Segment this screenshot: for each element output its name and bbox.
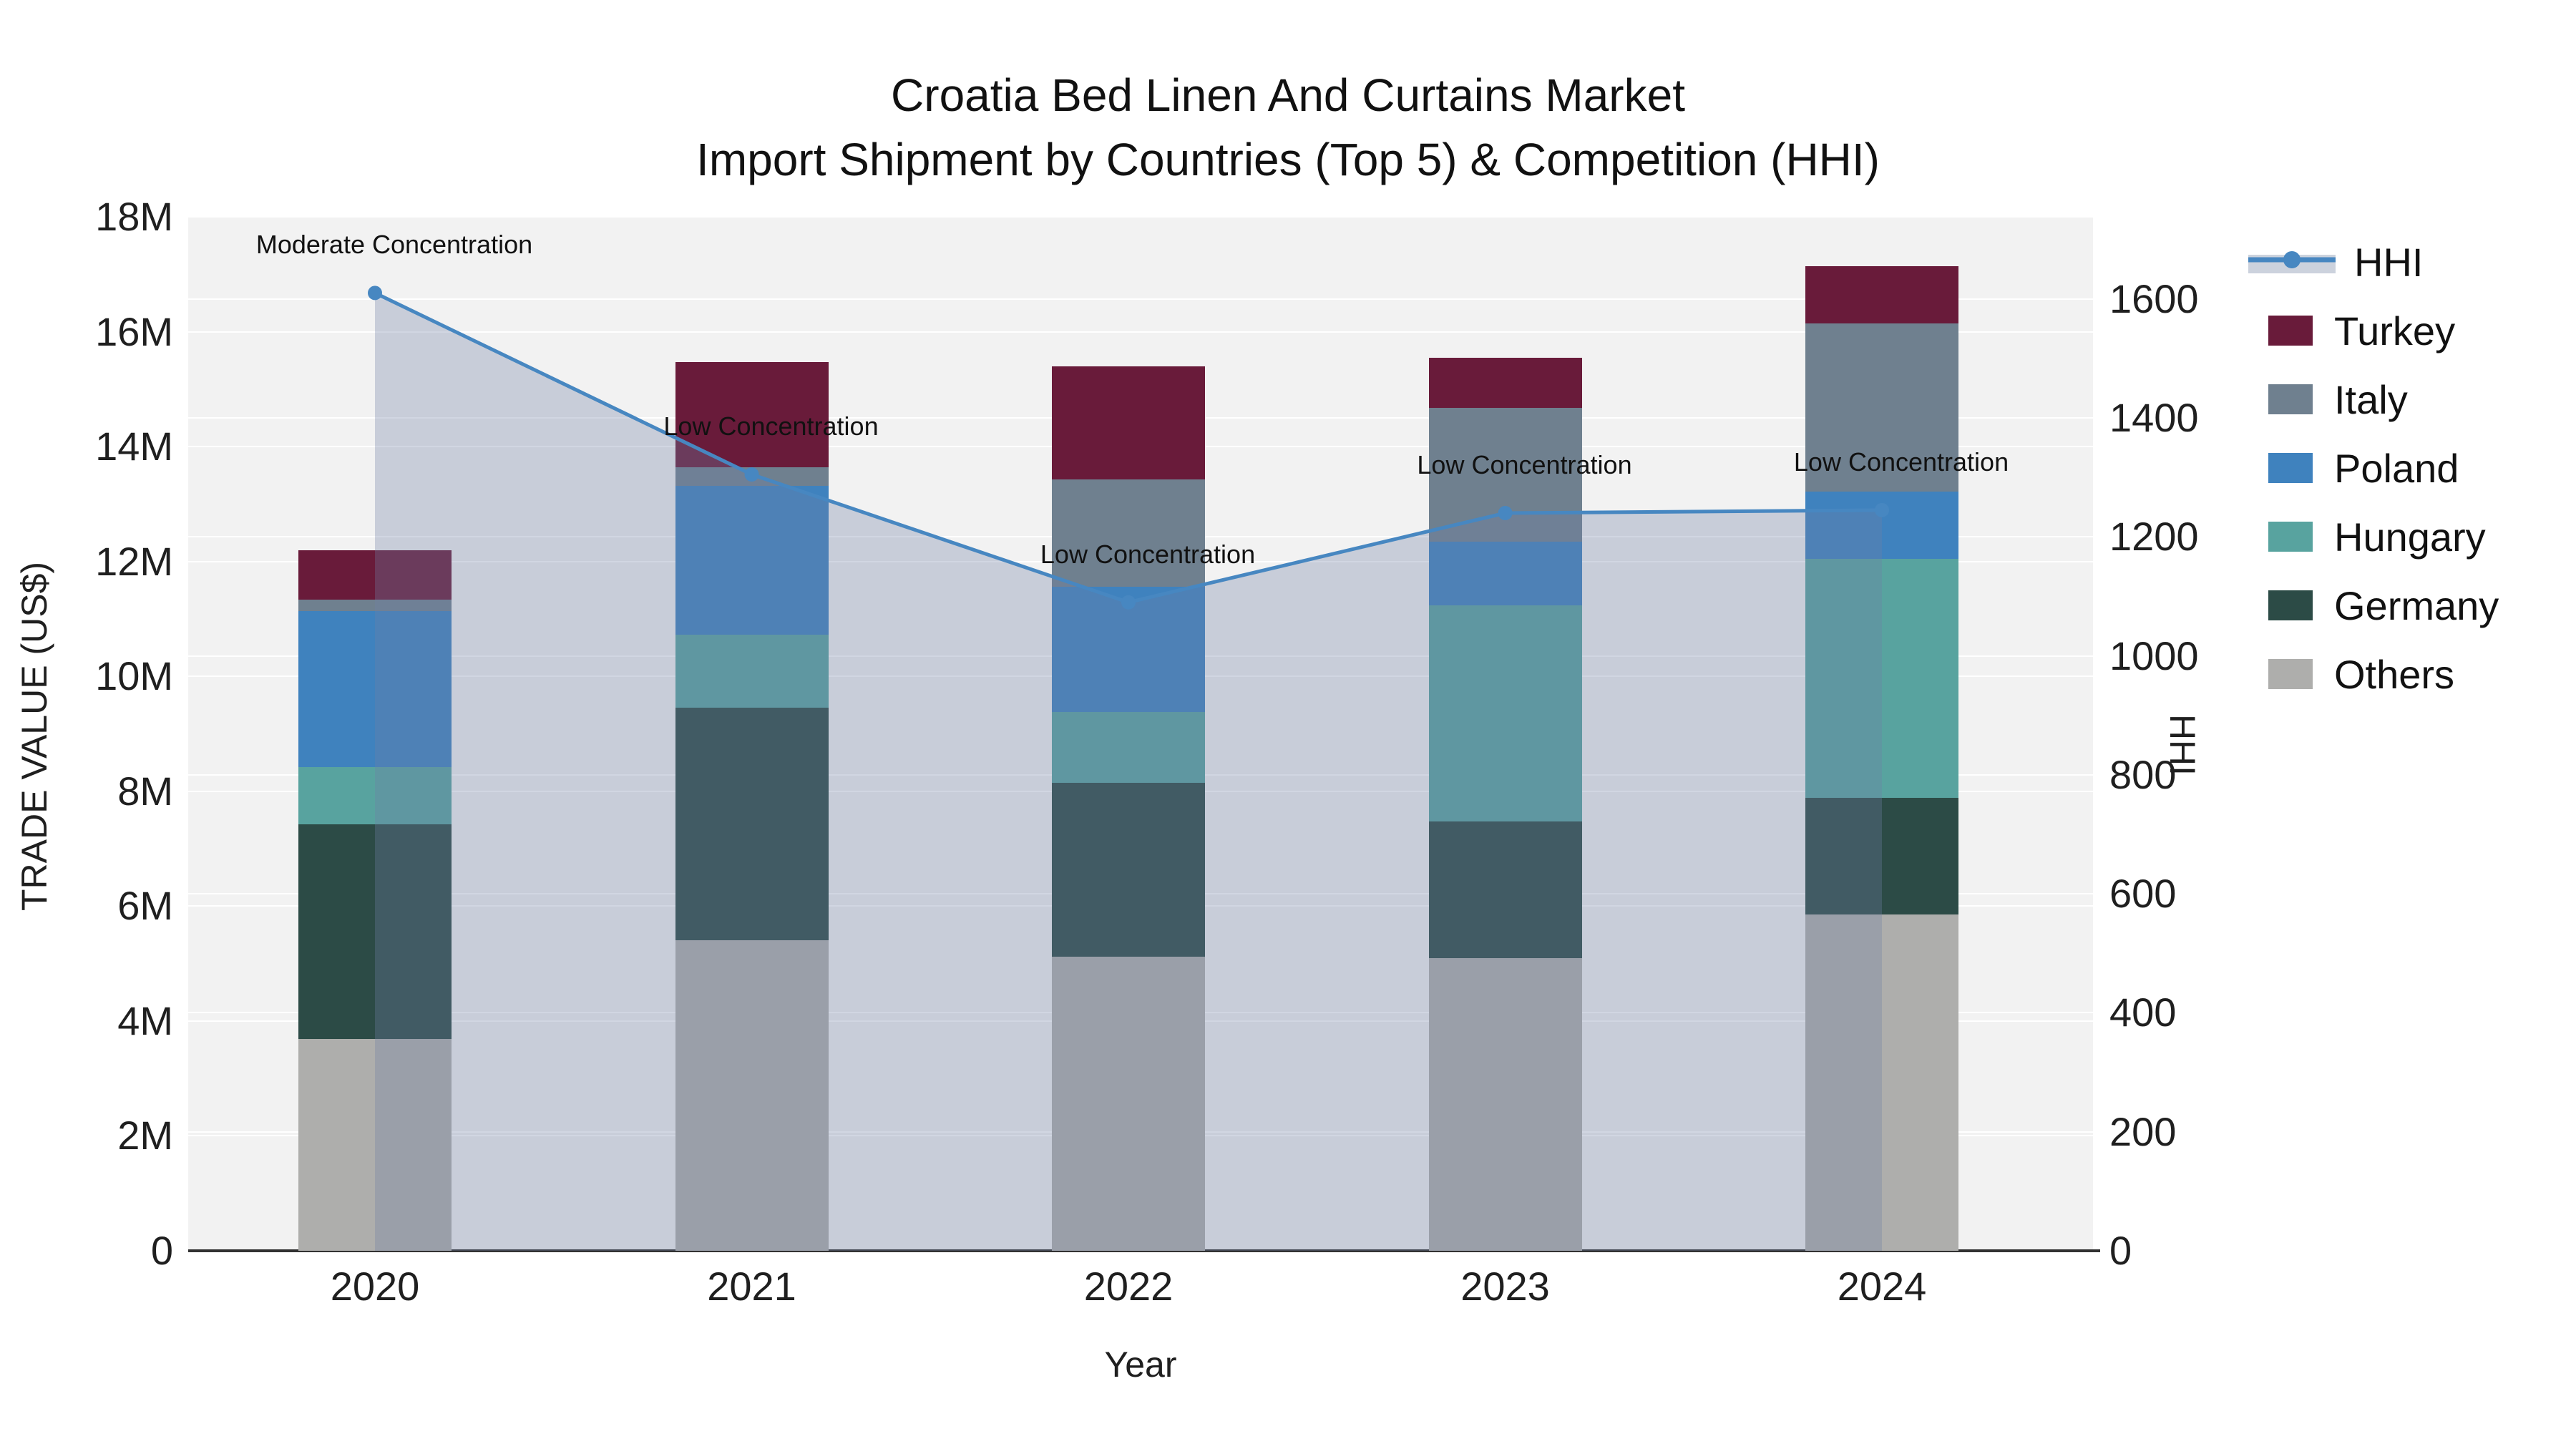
x-axis-title: Year: [1104, 1345, 1177, 1385]
hhi-marker-2021[interactable]: [744, 467, 759, 482]
bar-segment-hungary-2020[interactable]: [298, 767, 452, 825]
annotation-2023: Low Concentration: [1417, 450, 1632, 480]
bar-segment-others-2021[interactable]: [675, 940, 829, 1251]
x-tick-2021: 2021: [707, 1264, 796, 1309]
legend-swatch-icon: [2268, 659, 2313, 689]
y-right-tick-1600: 1600: [2109, 275, 2199, 321]
legend-swatch-icon: [2268, 453, 2313, 483]
annotation-2021: Low Concentration: [663, 411, 879, 441]
x-axis-line: [188, 1249, 2100, 1252]
legend-label: Italy: [2334, 376, 2408, 422]
bar-segment-germany-2024[interactable]: [1805, 798, 1958, 915]
y-right-tick-1400: 1400: [2109, 395, 2199, 441]
y-axis-title-right: HHI: [2162, 713, 2202, 776]
bar-segment-poland-2021[interactable]: [675, 485, 829, 635]
y-left-tick-8M: 8M: [117, 768, 173, 814]
hhi-marker-2024[interactable]: [1875, 502, 1889, 517]
bar-segment-hungary-2024[interactable]: [1805, 559, 1958, 799]
bar-segment-italy-2020[interactable]: [298, 599, 452, 611]
legend-item-turkey[interactable]: Turkey: [2248, 296, 2499, 365]
legend-item-poland[interactable]: Poland: [2248, 434, 2499, 502]
y-left-tick-6M: 6M: [117, 883, 173, 929]
bar-segment-poland-2024[interactable]: [1805, 491, 1958, 560]
legend-item-hhi[interactable]: HHI: [2248, 228, 2499, 296]
gridline-left-axis: [188, 216, 2093, 218]
legend-item-germany[interactable]: Germany: [2248, 571, 2499, 640]
x-tick-2024: 2024: [1837, 1264, 1927, 1309]
legend-item-hungary[interactable]: Hungary: [2248, 502, 2499, 571]
bar-segment-germany-2020[interactable]: [298, 824, 452, 1039]
bar-segment-hungary-2021[interactable]: [675, 635, 829, 708]
y-left-tick-0: 0: [150, 1228, 173, 1273]
bar-segment-others-2022[interactable]: [1052, 956, 1205, 1251]
legend-swatch-icon: [2268, 384, 2313, 414]
hhi-marker-2020[interactable]: [368, 286, 382, 301]
bar-segment-germany-2023[interactable]: [1428, 821, 1582, 959]
x-tick-2023: 2023: [1460, 1264, 1550, 1309]
legend-label: Hungary: [2334, 514, 2486, 560]
y-right-tick-400: 400: [2109, 990, 2177, 1035]
legend: HHI Turkey Italy Poland Hungary Germany Others: [2248, 228, 2499, 708]
bar-segment-turkey-2020[interactable]: [298, 550, 452, 600]
bar-segment-others-2024[interactable]: [1805, 914, 1958, 1251]
hhi-marker-2023[interactable]: [1498, 506, 1513, 521]
bar-segment-turkey-2024[interactable]: [1805, 266, 1958, 324]
y-left-tick-10M: 10M: [95, 653, 173, 699]
legend-swatch-icon: [2268, 590, 2313, 620]
y-right-tick-800: 800: [2109, 751, 2177, 797]
y-right-tick-1000: 1000: [2109, 633, 2199, 678]
bar-segment-others-2023[interactable]: [1428, 958, 1582, 1251]
bar-segment-hungary-2022[interactable]: [1052, 711, 1205, 783]
bar-segment-others-2020[interactable]: [298, 1038, 452, 1251]
bar-segment-poland-2023[interactable]: [1428, 542, 1582, 605]
y-right-tick-1200: 1200: [2109, 514, 2199, 560]
y-left-tick-14M: 14M: [95, 424, 173, 469]
bar-segment-germany-2022[interactable]: [1052, 782, 1205, 957]
x-tick-2020: 2020: [330, 1264, 420, 1309]
legend-label: Germany: [2334, 582, 2499, 628]
y-left-tick-2M: 2M: [117, 1113, 173, 1158]
legend-swatch-icon: [2268, 316, 2313, 346]
chart-title-line2: Import Shipment by Countries (Top 5) & C…: [696, 134, 1880, 185]
annotation-2024: Low Concentration: [1793, 447, 2009, 477]
annotation-2020: Moderate Concentration: [255, 230, 533, 260]
legend-swatch-icon: [2268, 522, 2313, 552]
y-left-tick-18M: 18M: [95, 194, 173, 239]
bar-segment-italy-2022[interactable]: [1052, 479, 1205, 587]
chart-title: Croatia Bed Linen And Curtains Market Im…: [0, 63, 2576, 192]
bar-segment-germany-2021[interactable]: [675, 708, 829, 940]
legend-label: Others: [2334, 651, 2455, 697]
hhi-line-swatch-icon: [2248, 251, 2336, 273]
legend-label: HHI: [2354, 239, 2424, 285]
chart-title-line1: Croatia Bed Linen And Curtains Market: [891, 69, 1685, 121]
y-axis-title-left: TRADE VALUE (US$): [14, 561, 54, 912]
legend-label: Turkey: [2334, 308, 2456, 353]
annotation-2022: Low Concentration: [1040, 539, 1256, 569]
y-left-tick-12M: 12M: [95, 538, 173, 584]
y-left-tick-16M: 16M: [95, 308, 173, 354]
hhi-marker-2022[interactable]: [1121, 595, 1136, 610]
bar-segment-poland-2020[interactable]: [298, 610, 452, 768]
bar-segment-turkey-2023[interactable]: [1428, 357, 1582, 408]
bar-segment-hungary-2023[interactable]: [1428, 605, 1582, 822]
x-tick-2022: 2022: [1083, 1264, 1174, 1309]
legend-label: Poland: [2334, 445, 2459, 491]
legend-item-italy[interactable]: Italy: [2248, 365, 2499, 434]
bar-segment-turkey-2022[interactable]: [1052, 366, 1205, 479]
y-right-tick-0: 0: [2109, 1228, 2132, 1273]
legend-item-others[interactable]: Others: [2248, 640, 2499, 708]
y-left-tick-4M: 4M: [117, 997, 173, 1043]
y-right-tick-600: 600: [2109, 871, 2177, 917]
y-right-tick-200: 200: [2109, 1108, 2177, 1154]
